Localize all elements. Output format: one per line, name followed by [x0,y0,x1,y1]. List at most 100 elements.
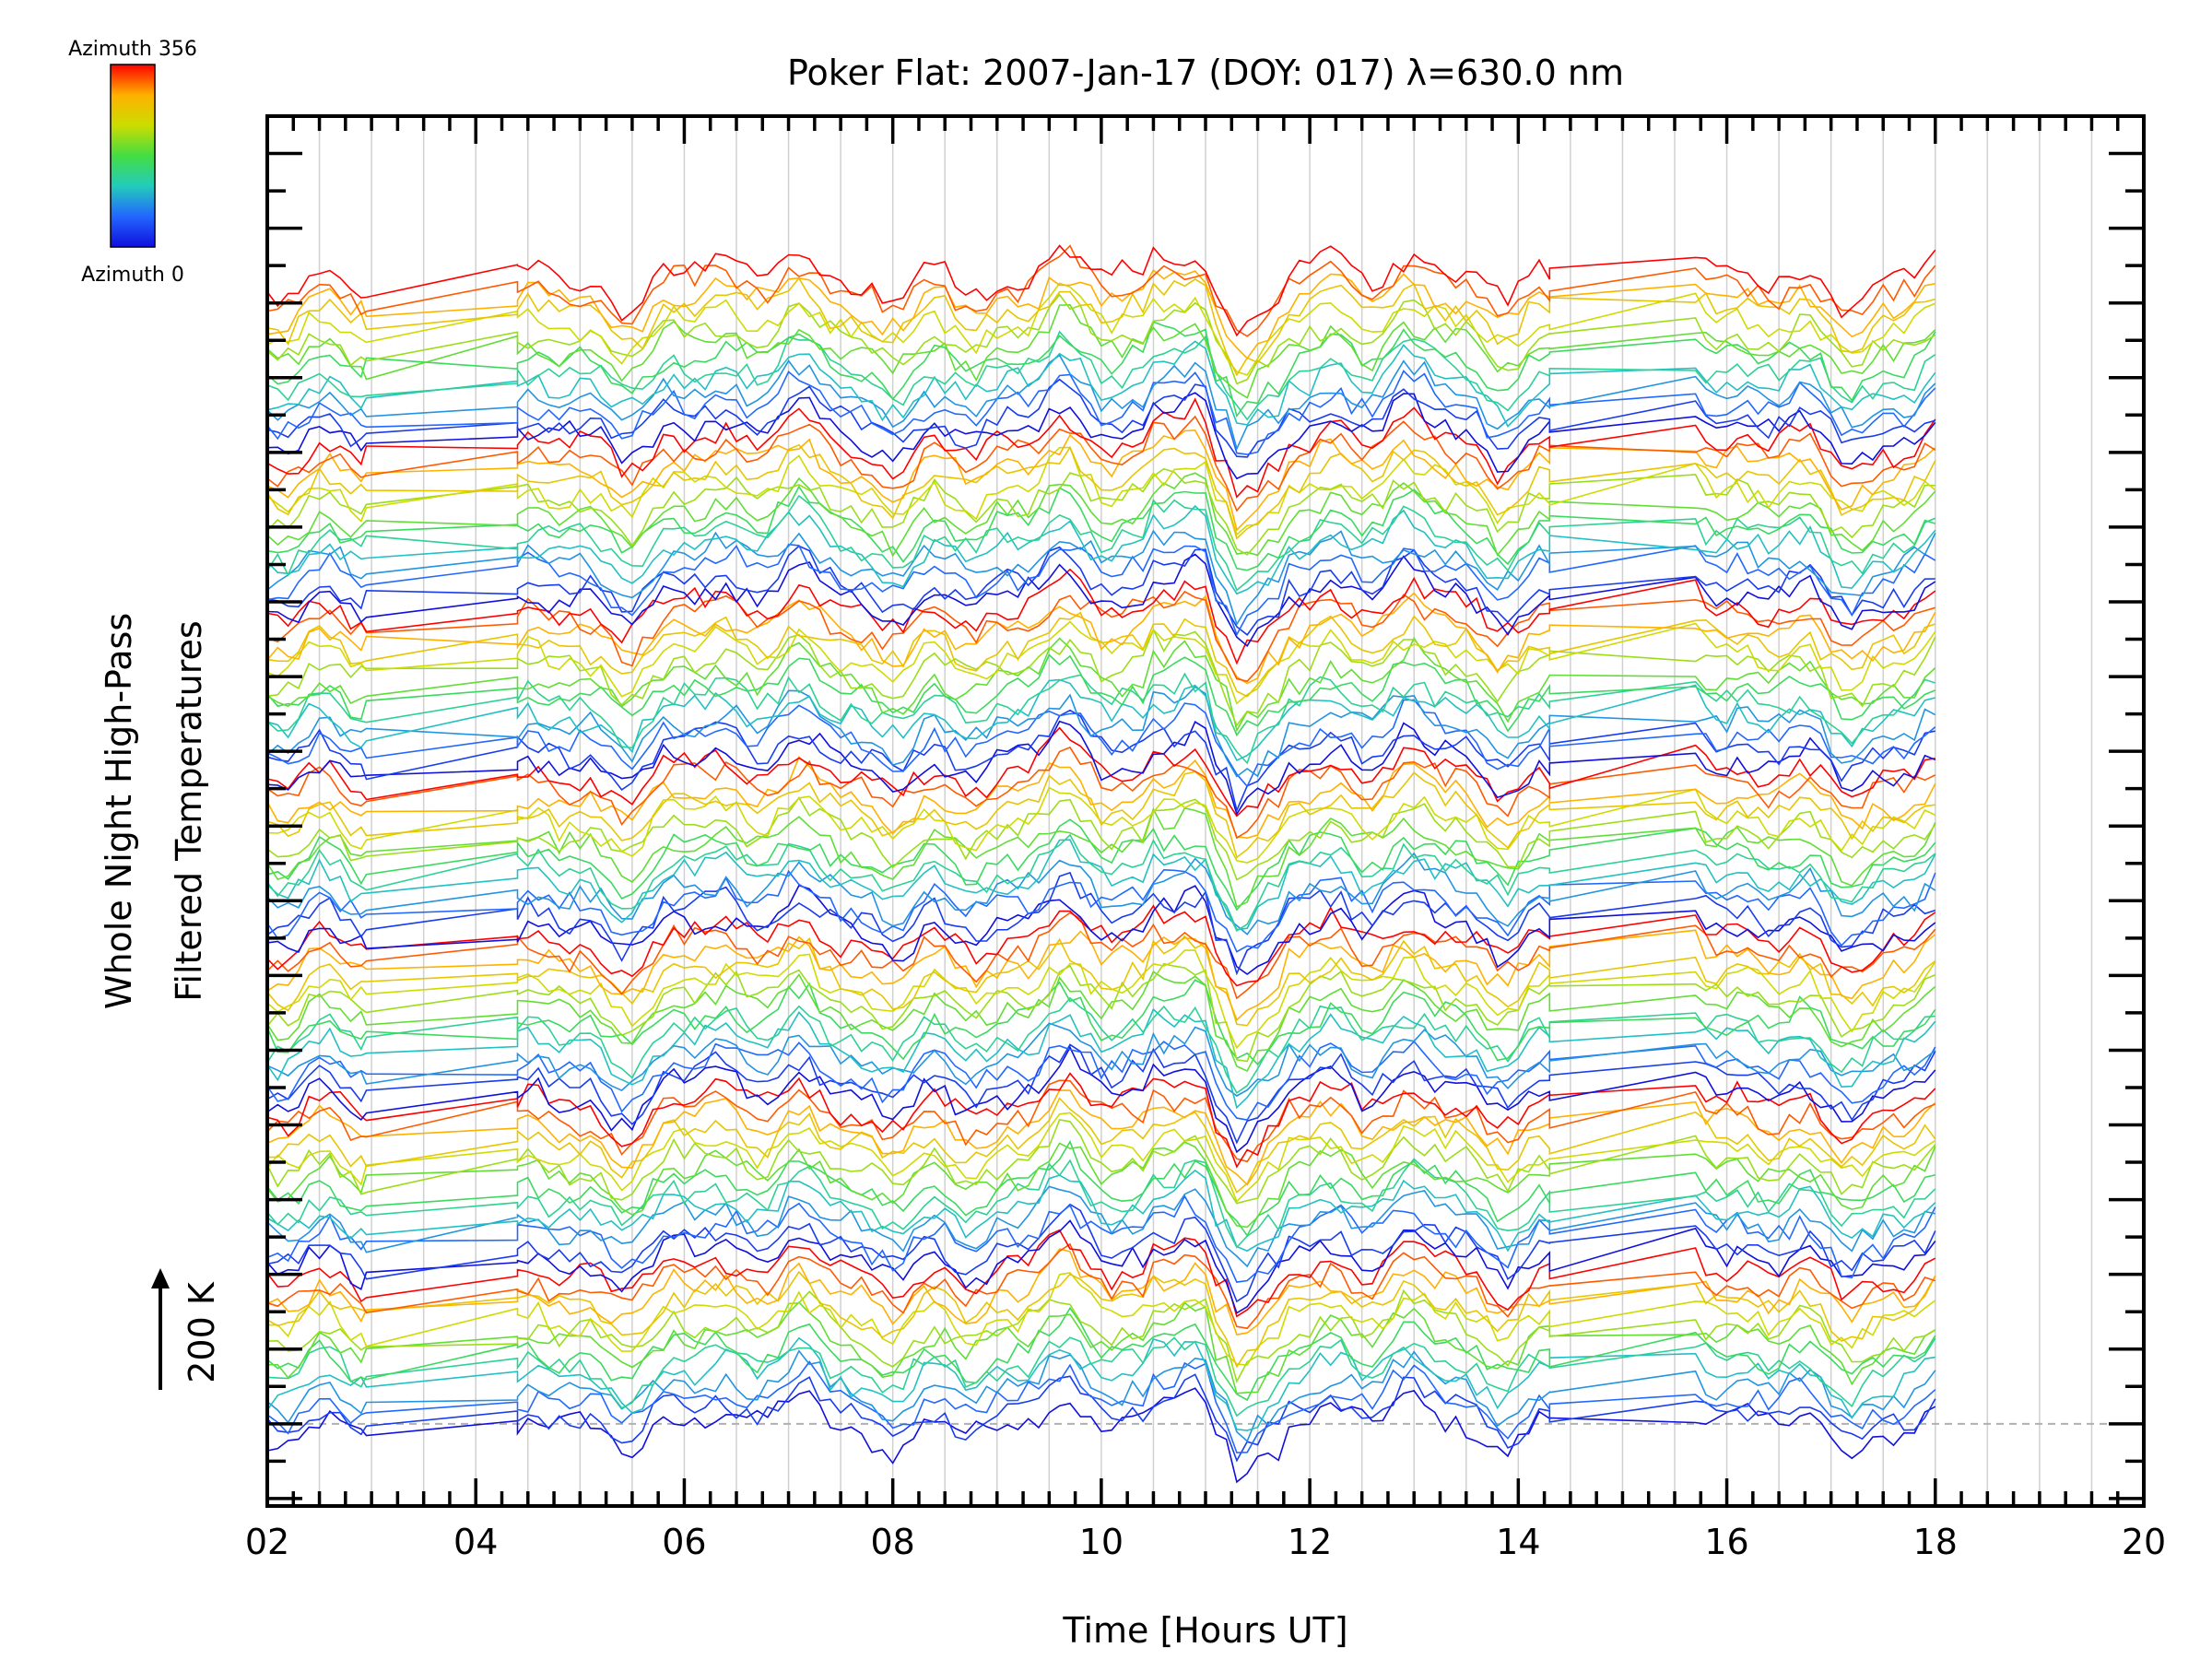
trace-line [266,806,1936,909]
trace-line [266,321,1936,418]
trace-line [266,912,1936,1000]
x-tick-label: 06 [662,1522,706,1562]
x-tick-label: 16 [1704,1522,1748,1562]
trace-line [266,1336,1936,1431]
trace-line [266,568,1936,665]
trace-line [266,1270,1936,1369]
vertical-gridlines [318,116,2093,1506]
trace-line [266,467,1936,556]
trace-line [266,620,1936,705]
trace-line [266,852,1936,935]
trace-line [266,330,1936,421]
trace-line [266,628,1936,727]
trace-line [266,1272,1936,1367]
trace-line [266,543,1936,637]
trace-line [266,1158,1936,1249]
trace-line [266,686,1936,778]
trace-line [266,868,1936,953]
trace-line [266,884,1936,975]
x-tick-label: 18 [1913,1522,1958,1562]
trace-line [266,720,1936,817]
trace-line [266,611,1936,698]
trace-line [266,818,1936,912]
trace-line [266,636,1936,733]
trace-line [266,276,1936,377]
trace-line [266,979,1936,1066]
trace-line [266,746,1936,840]
trace-line [266,935,1936,1027]
trace-line [266,871,1936,976]
colorbar-top-label: Azimuth 356 [68,38,197,61]
trace-line [266,1336,1936,1418]
trace-line [266,1387,1936,1484]
trace-line [266,1045,1936,1154]
trace-series [266,244,1936,1484]
trace-line [266,303,1936,399]
trace-line [266,699,1936,788]
scale-indicator: 200 K [151,1268,222,1390]
trace-line [266,1089,1936,1186]
trace-line [266,485,1936,571]
trace-line [266,1194,1936,1283]
trace-line [266,726,1936,818]
trace-line [266,378,1936,458]
x-tick-label: 04 [453,1522,498,1562]
trace-line [266,268,1936,360]
x-axis-tick-labels: 02 04 06 08 10 12 14 16 18 20 [245,1522,2166,1562]
trace-line [266,833,1936,932]
trace-line [266,545,1936,636]
trace-line [266,1288,1936,1384]
trace-line [266,709,1936,813]
trace-line [266,370,1936,455]
trace-line [266,429,1936,532]
x-axis-ticks [265,116,2146,1506]
trace-line [266,1007,1936,1110]
trace-line [266,494,1936,592]
trace-line [266,592,1936,685]
trace-line [266,340,1936,428]
trace-line [266,1248,1936,1336]
trace-line [266,415,1936,512]
trace-line [266,1185,1936,1268]
trace-line [266,392,1936,480]
trace-line [266,293,1936,385]
trace-line [266,529,1936,627]
trace-line [266,1112,1936,1204]
trace-line [266,354,1936,452]
trace-line [266,446,1936,536]
trace-line [266,929,1936,1021]
trace-line [266,796,1936,881]
trace-line [266,771,1936,859]
colorbar-bottom-label: Azimuth 0 [81,264,184,287]
trace-line [266,971,1936,1073]
x-tick-label: 10 [1079,1522,1124,1562]
x-axis-label: Time [Hours UT] [1062,1610,1347,1651]
trace-line [266,786,1936,864]
trace-line [266,443,1936,540]
trace-line [266,1306,1936,1402]
x-tick-label: 08 [870,1522,914,1562]
x-tick-label: 20 [2122,1522,2166,1562]
trace-line [266,1229,1936,1318]
trace-line [266,1079,1936,1163]
trace-line [266,904,1936,987]
trace-line [266,244,1936,337]
arrow-up-icon [151,1268,170,1288]
trace-line [266,1043,1936,1145]
trace-line [266,553,1936,648]
x-tick-label: 14 [1496,1522,1540,1562]
trace-line [266,996,1936,1094]
y-axis-label-line2: Filtered Temperatures [169,620,209,1001]
trace-line [266,590,1936,683]
trace-line [266,1022,1936,1097]
trace-line [266,1139,1936,1238]
trace-line [266,472,1936,558]
trace-line [266,1118,1936,1205]
trace-line [266,1300,1936,1394]
chart-title: Poker Flat: 2007-Jan-17 (DOY: 017) λ=630… [787,53,1624,93]
y-axis-ticks [267,151,2144,1500]
colorbar: Azimuth 356 Azimuth 0 [68,38,197,287]
trace-line [266,653,1936,737]
colorbar-gradient [110,64,156,248]
